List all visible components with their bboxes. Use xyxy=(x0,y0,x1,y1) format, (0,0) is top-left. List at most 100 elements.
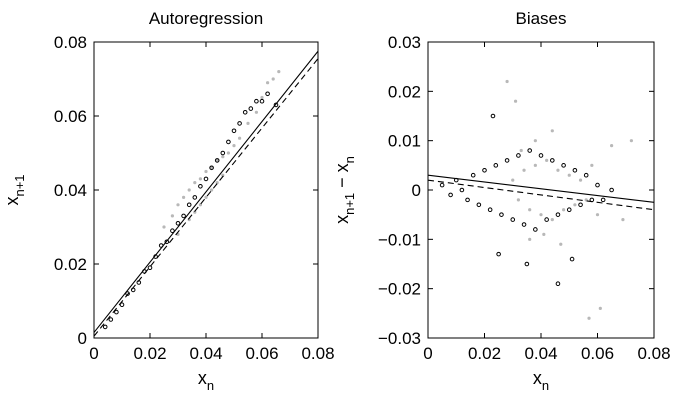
data-point xyxy=(209,165,214,171)
data-point xyxy=(538,153,544,158)
data-point-gray xyxy=(550,218,554,222)
data-point xyxy=(544,217,549,222)
data-point-gray xyxy=(533,139,537,143)
fit-line-solid xyxy=(428,174,654,203)
y-axis-label-sub: n+1 xyxy=(342,193,357,215)
data-point xyxy=(510,217,516,222)
data-point xyxy=(569,256,575,262)
data-point xyxy=(459,187,465,193)
data-point-gray xyxy=(556,168,560,172)
data-point-gray xyxy=(210,166,214,170)
data-point xyxy=(578,202,583,208)
y-tick-label: 0.08 xyxy=(54,33,87,52)
data-point-gray xyxy=(522,168,526,172)
y-tick-label: 0 xyxy=(412,181,421,200)
data-point xyxy=(226,139,231,145)
data-point-gray xyxy=(260,95,264,100)
data-point xyxy=(470,172,476,178)
data-point-gray xyxy=(193,210,197,214)
data-point-gray xyxy=(590,163,594,167)
x-tick-label: 0.04 xyxy=(524,344,557,363)
data-point-gray xyxy=(578,178,583,182)
data-point xyxy=(609,187,614,193)
data-point xyxy=(237,121,242,126)
data-point xyxy=(198,184,203,189)
y-tick-label: 0.03 xyxy=(388,33,421,52)
fit-line-solid xyxy=(94,50,318,333)
data-point-gray xyxy=(187,188,191,192)
data-point xyxy=(527,148,533,153)
data-point-gray xyxy=(204,169,208,174)
data-point-gray xyxy=(516,198,521,202)
data-point-gray xyxy=(505,79,509,84)
data-point-gray xyxy=(210,188,214,192)
chart-1: 0 0.02 0.04 0.06 0.08 0 0.02 0.04 0.06 0.08 Autore… xyxy=(2,9,335,393)
x-tick-label: 0 xyxy=(89,344,98,363)
y-tick-label: −0.02 xyxy=(378,280,421,299)
data-point-gray xyxy=(204,195,208,199)
data-point xyxy=(175,221,181,226)
data-point-gray xyxy=(170,214,174,218)
data-point-gray xyxy=(238,136,242,140)
data-point-gray xyxy=(519,148,523,153)
data-point-gray xyxy=(587,316,591,320)
x-tick-label: 0.06 xyxy=(581,344,614,363)
x-tick-label: 0.04 xyxy=(189,344,222,363)
data-point-gray xyxy=(573,203,577,207)
data-point xyxy=(214,158,220,163)
y-tick-label: 0 xyxy=(78,329,87,348)
data-point xyxy=(220,150,226,156)
data-point xyxy=(448,192,453,198)
data-point-gray xyxy=(533,163,537,167)
x-tick-label: 0.08 xyxy=(637,344,670,363)
y-tick-label: 0.02 xyxy=(388,82,421,101)
data-point-gray xyxy=(221,173,225,177)
y-tick-label: −0.03 xyxy=(378,329,421,348)
data-point-gray xyxy=(629,139,634,143)
data-point-gray xyxy=(528,208,532,212)
y-tick-label: 0.01 xyxy=(388,132,421,151)
data-point-gray xyxy=(198,177,202,181)
data-point-gray xyxy=(182,195,186,199)
data-point-gray xyxy=(277,70,281,74)
data-point xyxy=(170,228,175,233)
data-point-gray xyxy=(221,155,225,159)
y-tick-label: 0.06 xyxy=(54,107,87,126)
data-point-gray xyxy=(542,232,546,236)
chart-title: Biases xyxy=(515,9,566,28)
x-axis-label: xn xyxy=(198,368,214,393)
data-point-gray xyxy=(513,99,518,103)
axes-box xyxy=(427,41,655,339)
data-point-gray xyxy=(598,306,602,310)
data-point xyxy=(114,309,119,315)
chart-2: 0 0.02 0.04 0.06 0.08 −0.03 −0.02 −0.01 0 0.01 0.0… xyxy=(332,9,671,393)
data-point-gray xyxy=(215,181,219,185)
fit-line-dashed xyxy=(428,179,654,211)
y-axis-label-sub2: n xyxy=(342,156,357,163)
x-tick-label: 0 xyxy=(423,344,432,363)
y-tick-label: −0.01 xyxy=(378,230,421,249)
data-point xyxy=(516,153,521,158)
data-point xyxy=(265,91,270,97)
data-point-gray xyxy=(271,77,275,81)
data-point xyxy=(595,182,600,188)
data-point-gray xyxy=(545,158,549,162)
data-point xyxy=(242,110,248,115)
chart-title: Autoregression xyxy=(149,9,263,28)
x-axis-label-base: x xyxy=(198,368,207,388)
data-point xyxy=(499,212,504,217)
data-point xyxy=(555,281,561,287)
axes-box xyxy=(93,41,319,339)
data-point xyxy=(147,265,153,271)
data-point xyxy=(476,202,482,208)
data-point xyxy=(181,213,186,219)
data-point-gray xyxy=(193,181,197,185)
data-point-gray xyxy=(511,178,515,182)
y-axis-label: xn+1 − xn xyxy=(332,156,357,224)
data-point-gray xyxy=(595,213,600,217)
data-point xyxy=(555,212,561,217)
y-tick-label: 0.02 xyxy=(54,255,87,274)
data-point xyxy=(231,128,237,134)
data-point xyxy=(566,207,572,213)
